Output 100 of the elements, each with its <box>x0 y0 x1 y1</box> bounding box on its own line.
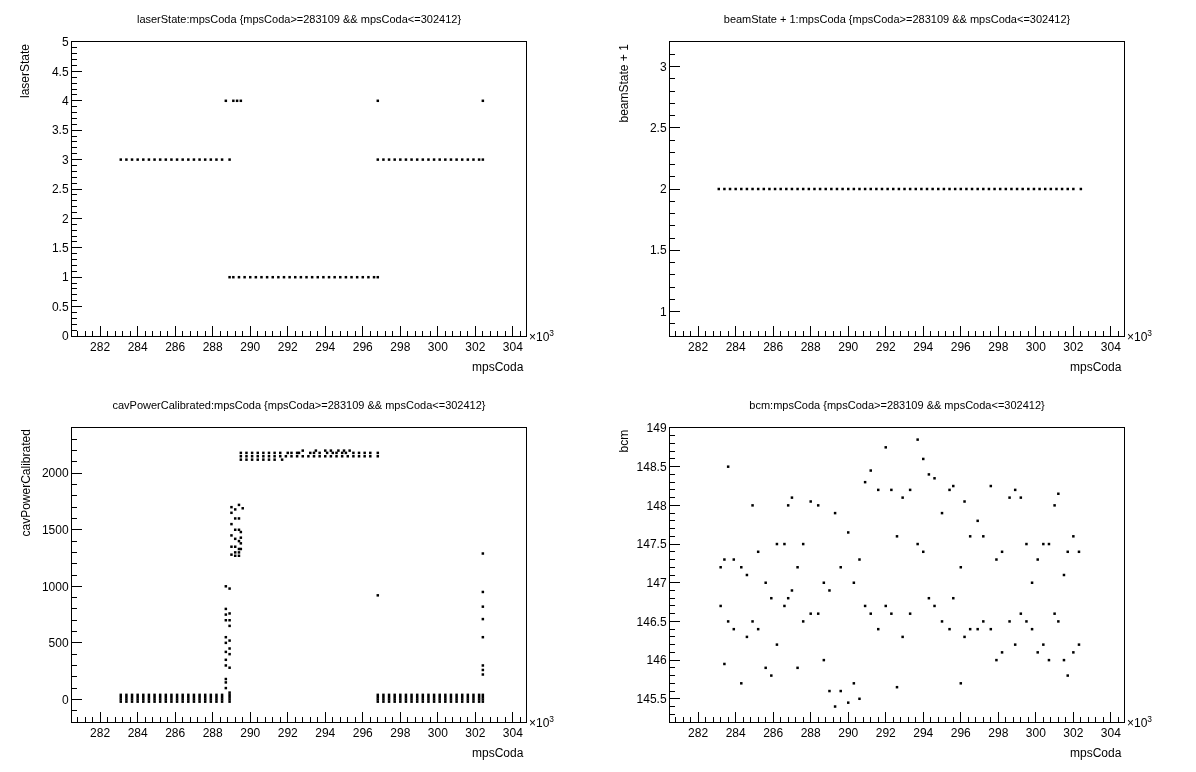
point <box>363 455 366 458</box>
y-tick-label: 1.5 <box>51 241 69 255</box>
x-tick-label: 300 <box>427 340 449 355</box>
x-tick-label: 292 <box>875 340 897 355</box>
x-tick-label: 302 <box>1063 340 1084 355</box>
x-tick-label: 292 <box>277 340 299 355</box>
y-axis-title: beamState + 1 <box>616 43 631 123</box>
point <box>192 158 196 161</box>
x-tick-label: 298 <box>390 340 411 355</box>
point <box>472 158 475 161</box>
x-tick-label: 304 <box>502 340 524 355</box>
x-tick-label: 302 <box>465 340 486 355</box>
point <box>294 275 297 279</box>
point <box>290 455 293 458</box>
x-tick-label: 298 <box>988 340 1009 355</box>
point <box>203 158 207 161</box>
point <box>280 458 284 461</box>
point <box>271 275 274 279</box>
point <box>295 455 299 458</box>
point <box>312 455 316 458</box>
point <box>241 507 244 510</box>
x-tick-label: 304 <box>1100 340 1122 355</box>
point <box>481 158 485 161</box>
point <box>224 585 228 588</box>
y-tick-label: 1000 <box>41 579 69 594</box>
point <box>421 158 425 161</box>
point <box>357 455 361 458</box>
point <box>481 552 485 555</box>
y-axis-title: cavPowerCalibrated <box>18 429 33 537</box>
x-tick-label: 288 <box>800 726 822 741</box>
point <box>367 275 370 279</box>
x-tick-label: 296 <box>352 726 374 741</box>
text: ×10$^{3}$ <box>529 714 555 731</box>
point <box>256 455 259 458</box>
point <box>305 275 308 279</box>
point <box>324 455 327 458</box>
y-tick-label: 146.5 <box>636 614 667 629</box>
y-tick-label: 0.5 <box>51 299 69 314</box>
point <box>228 587 231 590</box>
point <box>256 458 259 461</box>
x-tick-label: 290 <box>240 726 261 741</box>
point <box>233 517 237 520</box>
y-tick-label: 0 <box>61 692 69 707</box>
point <box>250 458 254 461</box>
point <box>329 455 333 458</box>
x-tick-label: 298 <box>390 726 411 741</box>
point <box>427 158 430 161</box>
x-tick-label: 302 <box>465 726 486 741</box>
point <box>410 158 413 161</box>
point <box>224 681 228 684</box>
x-tick-label: 300 <box>427 726 449 741</box>
y-tick-label: 3 <box>659 59 667 74</box>
text: ×10$^{3}$ <box>1127 328 1153 345</box>
x-tick-label: 304 <box>502 726 524 741</box>
point <box>481 605 485 608</box>
point <box>237 517 241 520</box>
point <box>224 664 228 667</box>
point <box>245 451 248 455</box>
point <box>164 158 168 161</box>
point <box>237 551 241 554</box>
point <box>233 545 237 548</box>
chart-title: beamState + 1:mpsCoda {mpsCoda>=283109 && mpsCoda<=302412} <box>723 13 1071 26</box>
point <box>125 158 128 161</box>
y-tick-label: 149 <box>646 421 667 436</box>
x-tick-label: 292 <box>875 726 897 741</box>
y-tick-label: 4.5 <box>51 64 69 79</box>
point <box>273 458 276 461</box>
point <box>142 158 145 161</box>
point <box>256 451 259 455</box>
x-tick-label: 290 <box>838 726 859 741</box>
x-tick-label: 296 <box>950 340 972 355</box>
y-axis-title: laserState <box>18 43 32 98</box>
point <box>224 613 228 616</box>
point <box>228 158 231 161</box>
x-tick-label: 282 <box>688 726 709 741</box>
point <box>369 451 372 455</box>
point <box>228 666 231 669</box>
x-tick-label: 292 <box>277 726 299 741</box>
point <box>239 455 243 458</box>
y-tick-label: 2.5 <box>649 120 667 135</box>
point <box>262 451 265 455</box>
y-tick-label: 2000 <box>41 466 69 481</box>
x-axis-title: mpsCoda <box>1070 360 1122 374</box>
point <box>250 455 254 458</box>
x-tick-label: 294 <box>913 726 934 741</box>
x-tick-label: 294 <box>913 340 934 355</box>
point <box>404 158 408 161</box>
point <box>335 451 338 455</box>
point <box>170 158 173 161</box>
point <box>376 158 380 161</box>
point <box>245 458 248 461</box>
point <box>290 451 293 455</box>
y-tick-label: 2.5 <box>51 182 69 197</box>
point <box>228 691 231 694</box>
x-tick-label: 282 <box>90 340 111 355</box>
point <box>278 455 282 458</box>
point <box>333 275 336 279</box>
point <box>230 511 233 515</box>
y-tick-label: 2 <box>659 182 667 197</box>
point <box>209 158 213 161</box>
